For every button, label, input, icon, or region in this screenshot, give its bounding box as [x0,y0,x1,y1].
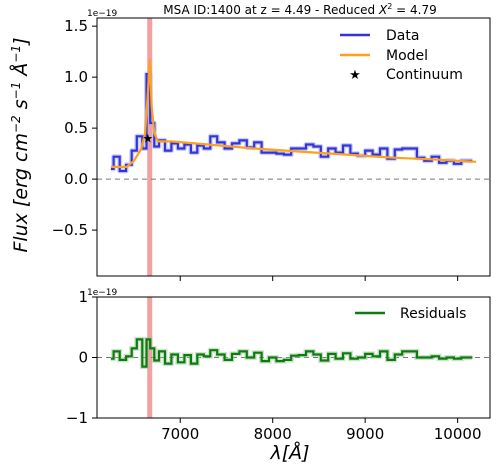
bottom-residuals-series [110,336,473,370]
bottom-x-ticks: 7000 8000 9000 10000 [161,418,481,443]
top-emission-line-band [147,18,153,276]
top-ytick-label: 0.5 [64,119,88,137]
top-ytick-label: 1.0 [64,68,88,86]
x-tick-label: 7000 [161,425,199,443]
legend-residuals-label: Residuals [400,306,466,322]
data-error-band [110,71,473,174]
bot-ytick-label: 0 [78,349,88,367]
bottom-emission-line-band [147,297,153,418]
bottom-panel: −1 0 1 7000 8000 9000 10000 Residuals [66,288,491,443]
y-axis-label: Flux [erg cm−2 s−1 Å−1] [9,37,32,252]
bot-emission-band [147,297,153,418]
continuum-star-marker: ★ [142,131,153,145]
top-panel: ★ −0.5 0.0 0.5 1.0 1.5 Data Model ★ Continuu… [52,17,491,281]
bottom-offset-text: 1e−19 [87,288,118,298]
chart-title: MSA ID:1400 at z = 4.49 - Reduced X2 = 4… [163,2,436,17]
x-tick-label: 8000 [254,425,292,443]
top-y-ticks: −0.5 0.0 0.5 1.0 1.5 [52,17,97,239]
bot-ytick-label: 1 [78,288,88,306]
top-legend: Data Model ★ Continuum [340,28,463,83]
model-line [110,58,477,168]
top-model-series [110,58,477,168]
legend-model-label: Model [386,48,428,64]
top-offset-text: 1e−19 [87,9,118,19]
top-ytick-label: −0.5 [52,221,88,239]
top-x-ticks [179,276,459,281]
top-ytick-label: 0.0 [64,170,88,188]
legend-data-label: Data [386,28,419,44]
top-continuum-series: ★ [142,131,153,145]
legend-continuum-marker: ★ [349,68,361,83]
bottom-y-ticks: −1 0 1 [66,288,97,427]
bottom-legend: Residuals [355,306,466,322]
top-emission-band [147,18,153,276]
x-tick-label: 10000 [434,425,482,443]
top-data-series [110,71,473,174]
top-ytick-label: 1.5 [64,17,88,35]
bot-ytick-label: −1 [66,409,88,427]
legend-continuum-label: Continuum [386,67,463,83]
top-panel-frame [96,17,491,277]
x-axis-label: λ[Å] [269,441,309,464]
x-tick-label: 9000 [346,425,384,443]
residuals-step-line [110,338,473,368]
